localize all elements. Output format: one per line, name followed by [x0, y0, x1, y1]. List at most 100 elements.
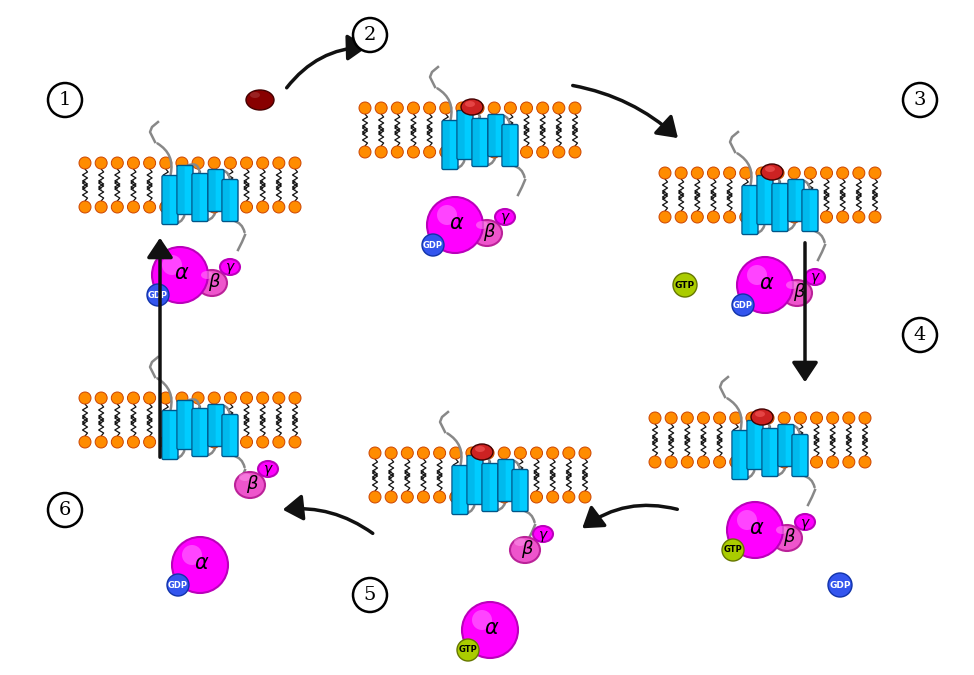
Ellipse shape	[220, 259, 240, 275]
FancyBboxPatch shape	[453, 466, 460, 514]
Circle shape	[192, 157, 205, 169]
FancyBboxPatch shape	[452, 466, 468, 514]
FancyBboxPatch shape	[222, 180, 230, 221]
FancyArrowPatch shape	[149, 241, 171, 457]
Circle shape	[827, 412, 839, 424]
Ellipse shape	[795, 514, 815, 530]
Circle shape	[79, 201, 91, 213]
Circle shape	[257, 201, 269, 213]
FancyArrowPatch shape	[158, 379, 171, 409]
FancyArrowPatch shape	[523, 510, 535, 522]
FancyArrowPatch shape	[447, 433, 462, 464]
FancyArrowPatch shape	[772, 468, 785, 476]
FancyBboxPatch shape	[222, 414, 238, 456]
Ellipse shape	[755, 411, 765, 417]
FancyBboxPatch shape	[793, 435, 800, 476]
Circle shape	[440, 146, 452, 158]
FancyBboxPatch shape	[489, 115, 496, 156]
FancyBboxPatch shape	[163, 411, 169, 459]
Text: GDP: GDP	[829, 580, 850, 589]
Circle shape	[805, 211, 816, 223]
FancyBboxPatch shape	[163, 176, 169, 224]
Circle shape	[401, 491, 413, 503]
FancyBboxPatch shape	[442, 121, 458, 169]
Circle shape	[553, 102, 565, 114]
Circle shape	[488, 146, 501, 158]
FancyArrowPatch shape	[803, 475, 814, 487]
Circle shape	[843, 456, 855, 468]
Text: GDP: GDP	[423, 240, 443, 250]
Circle shape	[95, 392, 107, 404]
Circle shape	[424, 102, 435, 114]
Circle shape	[810, 456, 822, 468]
Circle shape	[162, 255, 182, 275]
Circle shape	[531, 447, 543, 459]
FancyBboxPatch shape	[747, 421, 763, 470]
Text: $\beta$: $\beta$	[207, 271, 220, 293]
Text: $\beta$: $\beta$	[782, 526, 796, 548]
Circle shape	[795, 456, 806, 468]
Circle shape	[788, 167, 801, 179]
Ellipse shape	[476, 221, 488, 229]
Circle shape	[853, 167, 865, 179]
Circle shape	[440, 102, 452, 114]
Circle shape	[433, 447, 446, 459]
FancyArrowPatch shape	[794, 243, 816, 379]
Circle shape	[737, 257, 793, 313]
Circle shape	[747, 265, 767, 285]
FancyArrowPatch shape	[172, 216, 184, 223]
FancyBboxPatch shape	[442, 121, 450, 169]
FancyBboxPatch shape	[162, 176, 178, 225]
Circle shape	[273, 392, 284, 404]
Text: GTP: GTP	[675, 281, 695, 290]
Text: $\gamma$: $\gamma$	[809, 271, 820, 286]
Circle shape	[273, 157, 284, 169]
Text: $\gamma$: $\gamma$	[538, 529, 548, 543]
Circle shape	[450, 491, 462, 503]
Circle shape	[224, 436, 237, 448]
FancyBboxPatch shape	[458, 111, 465, 159]
Circle shape	[128, 436, 139, 448]
Circle shape	[462, 602, 518, 658]
Circle shape	[665, 456, 677, 468]
Circle shape	[111, 157, 124, 169]
Ellipse shape	[495, 209, 515, 225]
FancyBboxPatch shape	[208, 170, 215, 211]
Circle shape	[837, 211, 848, 223]
Circle shape	[805, 167, 816, 179]
Ellipse shape	[235, 472, 265, 498]
Circle shape	[482, 491, 494, 503]
Circle shape	[827, 456, 839, 468]
Circle shape	[537, 102, 548, 114]
Circle shape	[828, 573, 852, 597]
Circle shape	[466, 491, 478, 503]
Circle shape	[903, 83, 937, 117]
Circle shape	[697, 456, 709, 468]
Circle shape	[289, 436, 301, 448]
Ellipse shape	[246, 90, 274, 110]
Circle shape	[472, 102, 484, 114]
Circle shape	[499, 491, 510, 503]
Circle shape	[837, 167, 848, 179]
Text: $\gamma$: $\gamma$	[500, 211, 510, 227]
FancyBboxPatch shape	[222, 180, 238, 221]
FancyArrowPatch shape	[233, 456, 244, 467]
Circle shape	[514, 491, 526, 503]
FancyBboxPatch shape	[772, 184, 788, 232]
Circle shape	[546, 491, 559, 503]
Circle shape	[859, 412, 871, 424]
Text: 6: 6	[58, 501, 71, 519]
Ellipse shape	[776, 526, 788, 534]
FancyBboxPatch shape	[193, 409, 200, 456]
Circle shape	[143, 201, 156, 213]
Circle shape	[456, 146, 468, 158]
Text: 5: 5	[364, 586, 376, 604]
FancyBboxPatch shape	[732, 431, 739, 479]
Circle shape	[732, 294, 754, 316]
FancyBboxPatch shape	[472, 119, 488, 167]
Circle shape	[692, 211, 703, 223]
FancyBboxPatch shape	[732, 431, 748, 479]
Circle shape	[649, 412, 661, 424]
Ellipse shape	[201, 271, 213, 279]
Circle shape	[772, 211, 784, 223]
